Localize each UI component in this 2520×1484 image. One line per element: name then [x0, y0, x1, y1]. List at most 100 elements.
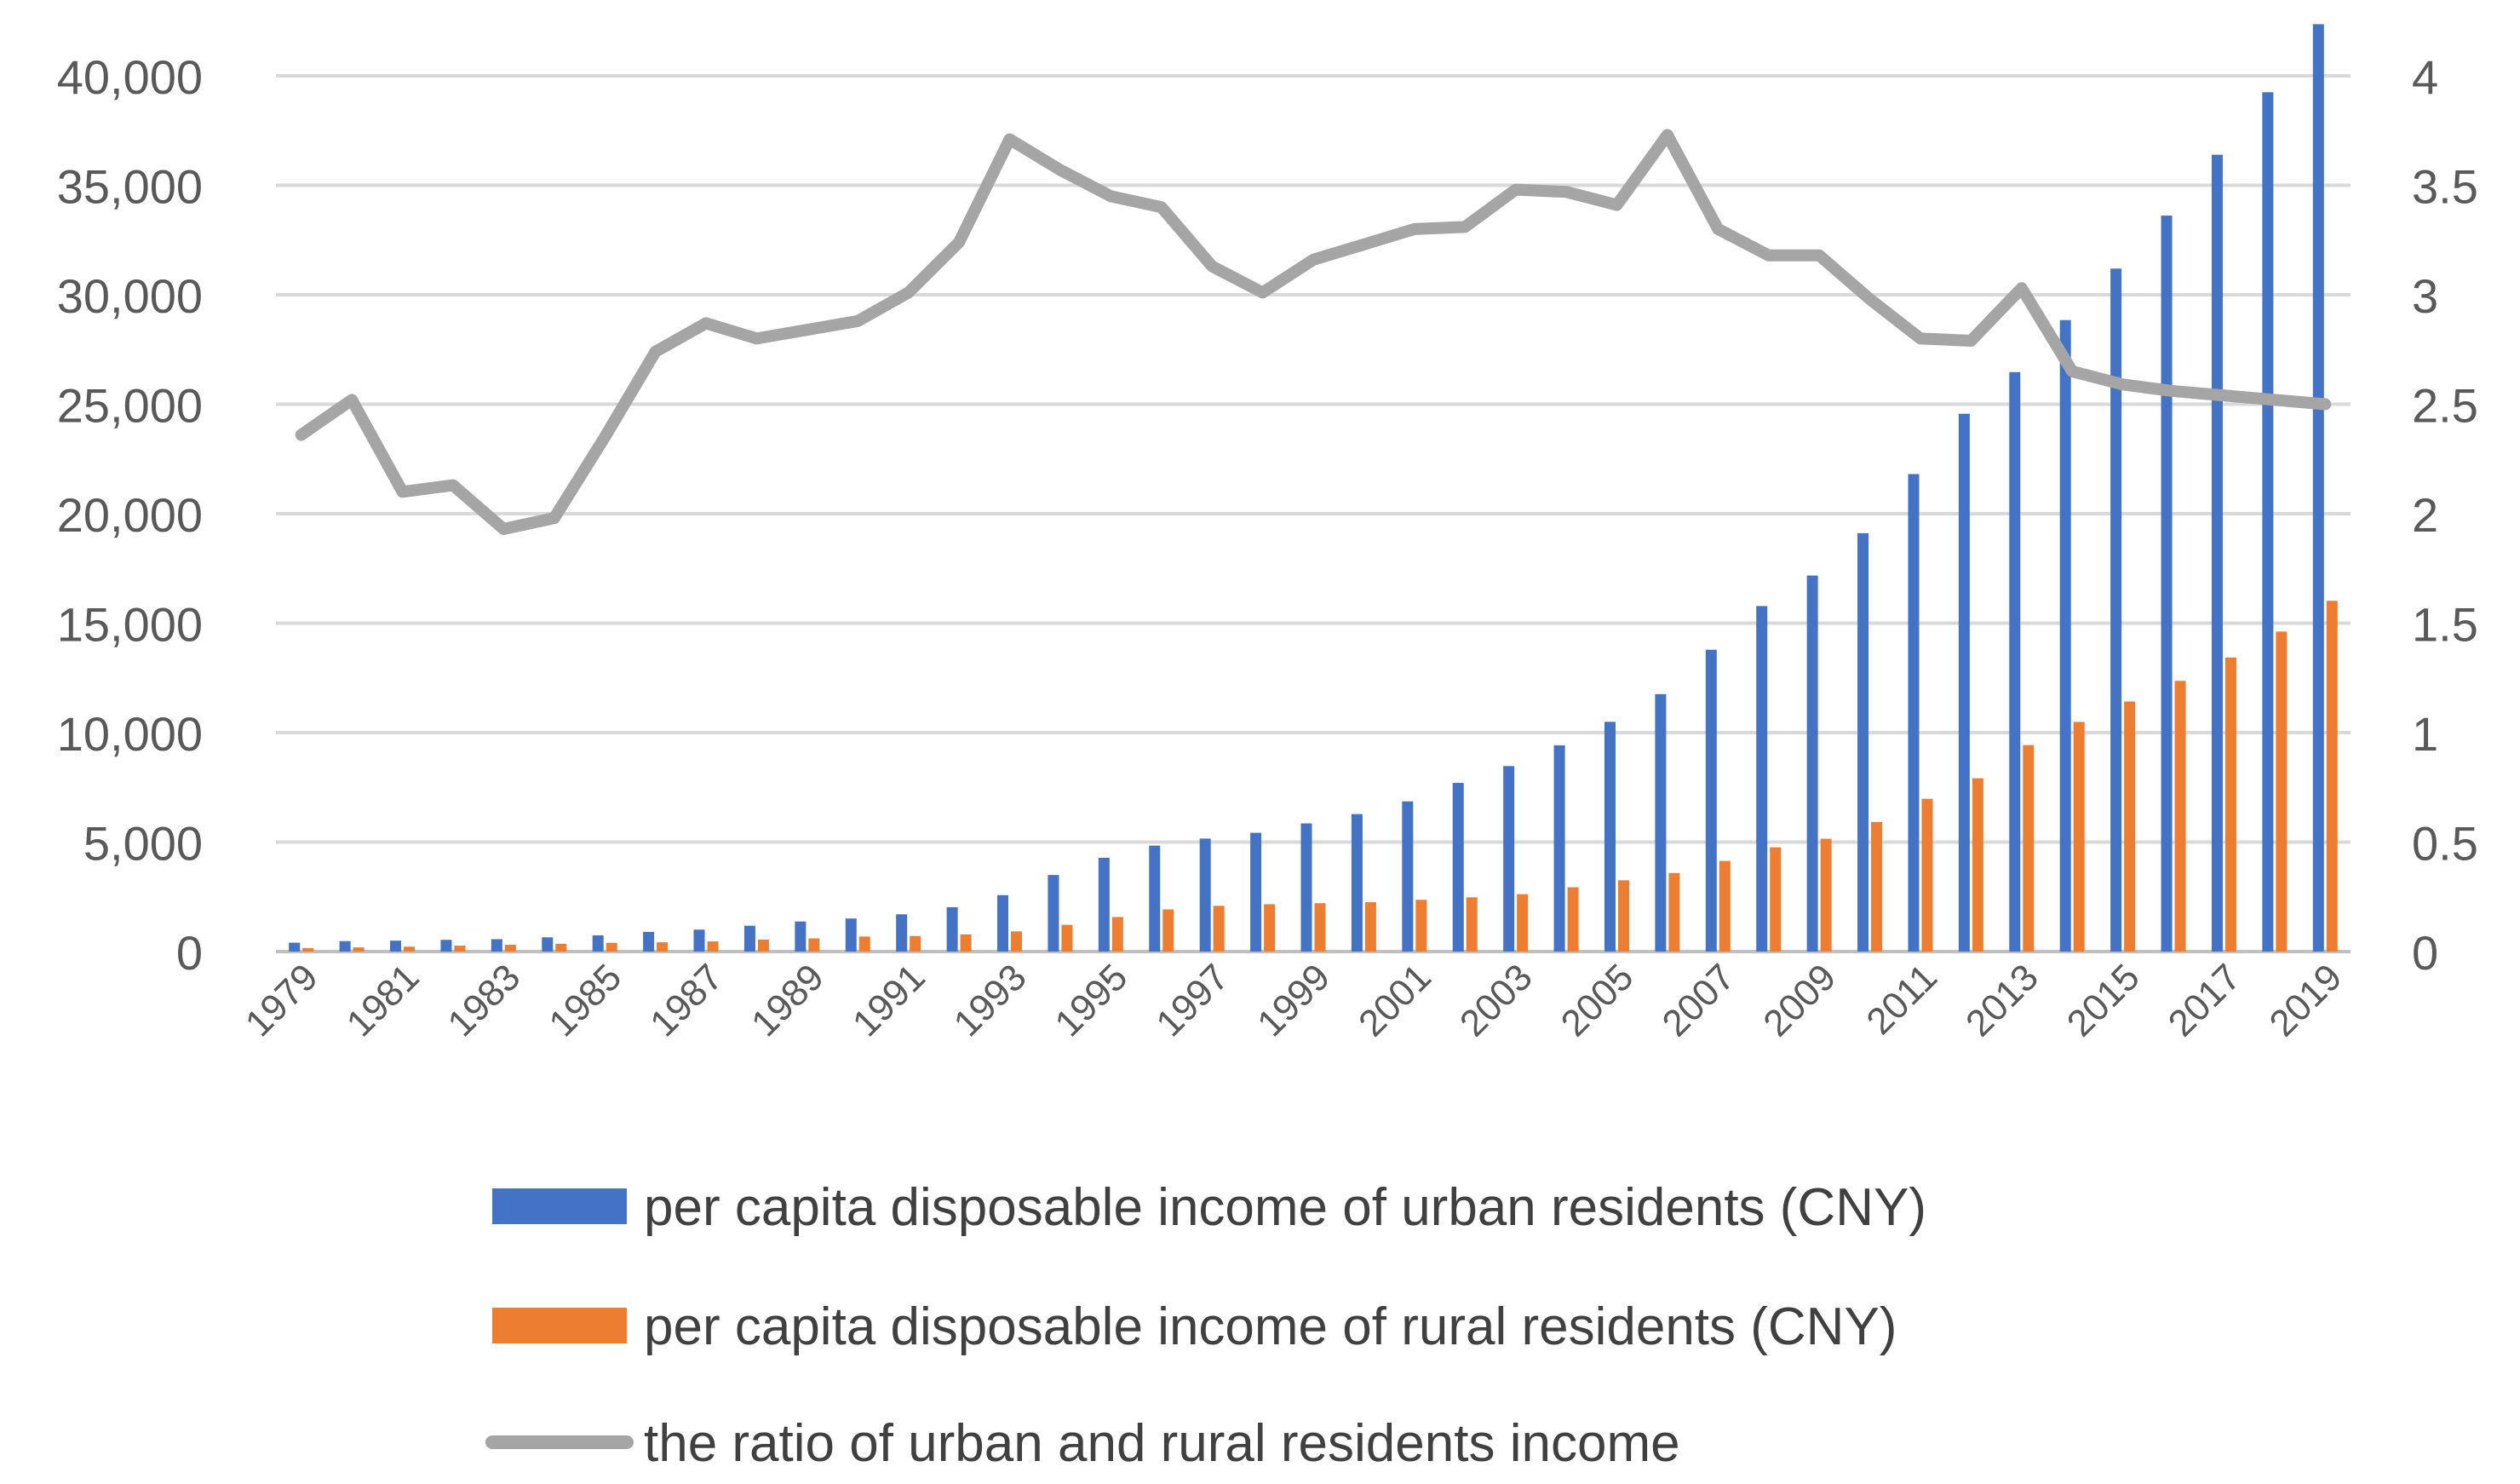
rural-income-bar [1871, 821, 1883, 952]
left-axis-tick-label: 10,000 [57, 707, 203, 761]
x-axis-tick-label: 2009 [1755, 956, 1844, 1044]
rural-income-bar [1770, 847, 1782, 952]
legend-item-income-ratio: the ratio of urban and rural residents i… [485, 1414, 1680, 1473]
rural-income-bar [1617, 880, 1629, 952]
x-axis-tick-label: 1999 [1249, 956, 1338, 1044]
x-axis-tick-label: 2013 [1958, 956, 2046, 1044]
urban-income-bar [339, 940, 351, 952]
rural-income-bar [302, 947, 314, 952]
rural-income-bar [2124, 701, 2136, 952]
rural-income-bar [1364, 902, 1376, 952]
x-axis-tick-label: 2011 [1858, 956, 1945, 1043]
urban-income-bar [643, 931, 655, 952]
urban-income-bar [2110, 268, 2122, 952]
rural-income-bar [2326, 601, 2338, 952]
urban-income-bar [2312, 24, 2324, 952]
rural-income-bar [1668, 872, 1680, 952]
urban-income-bar [1402, 801, 1414, 952]
urban-income-bar [1300, 823, 1312, 952]
rural-income-bar [606, 942, 617, 952]
urban-income-bar [1604, 722, 1616, 952]
urban-income-bar [289, 942, 301, 952]
left-axis-tick-label: 25,000 [57, 379, 203, 433]
urban-income-bar [1756, 606, 1768, 952]
rural-income-bar [404, 946, 416, 952]
urban-income-bar [1503, 766, 1515, 952]
urban-income-bar [845, 918, 857, 952]
x-axis-tick-label: 1981 [339, 956, 428, 1044]
right-axis-tick-labels: 0 0.5 1 1.5 2 2.5 3 3.5 4 [2412, 50, 2478, 980]
x-axis-tick-label: 2007 [1655, 956, 1743, 1044]
rural-income-bar [353, 947, 365, 952]
left-axis-tick-label: 30,000 [57, 269, 203, 323]
urban-income-bar [491, 939, 502, 952]
rural-income-bar [2023, 745, 2035, 952]
left-axis-tick-labels: 0 5,000 10,000 15,000 20,000 25,000 30,000 35,0… [57, 50, 203, 980]
urban-income-bar [1199, 838, 1211, 952]
urban-income-bar [997, 894, 1009, 952]
x-axis-tick-labels: 1979 1981 1983 1985 1987 1989 1991 1993 1995 1997… [238, 956, 2350, 1044]
rural-income-bar [1264, 904, 1276, 952]
x-axis-tick-label: 1993 [946, 956, 1035, 1044]
rural-income-bar [555, 943, 567, 952]
urban-income-bar [2059, 319, 2071, 952]
legend-label: per capita disposable income of urban re… [644, 1178, 1926, 1237]
right-axis-tick-label: 1 [2412, 707, 2438, 761]
urban-income-bar [1705, 649, 1717, 952]
urban-income-bar [390, 940, 402, 952]
legend-item-rural-income: per capita disposable income of rural re… [492, 1297, 1897, 1356]
urban-income-bar [2009, 371, 2021, 952]
rural-income-bar [1820, 838, 1832, 952]
legend-swatch [492, 1308, 627, 1343]
rural-income-bar [2224, 657, 2236, 952]
urban-income-bar [542, 937, 554, 952]
urban-income-bar [1806, 575, 1818, 952]
gridlines [276, 74, 2351, 953]
income-ratio-line [295, 129, 2332, 535]
x-axis-tick-label: 2019 [2261, 956, 2350, 1044]
x-axis-tick-label: 1995 [1048, 956, 1136, 1044]
x-axis-tick-label: 1997 [1148, 956, 1237, 1044]
rural-income-bar [858, 936, 870, 952]
rural-income-bar [910, 935, 921, 952]
x-axis-tick-label: 2017 [2161, 956, 2249, 1044]
legend-item-urban-income: per capita disposable income of urban re… [492, 1178, 1926, 1237]
x-axis-tick-label: 2015 [2059, 956, 2148, 1044]
urban-income-bar [2211, 154, 2223, 952]
urban-income-bar [1655, 693, 1667, 952]
rural-income-bar [1415, 900, 1427, 952]
x-axis-tick-label: 1985 [541, 956, 629, 1044]
right-axis-tick-label: 2 [2412, 488, 2438, 542]
urban-income-bar [2262, 92, 2274, 952]
left-axis-tick-label: 20,000 [57, 488, 203, 542]
rural-income-bar [1972, 778, 1983, 952]
rural-income-bar [808, 938, 820, 952]
urban-income-bar [1908, 474, 1920, 952]
rural-income-bar [2174, 681, 2186, 952]
x-axis-tick-label: 1991 [845, 956, 933, 1044]
left-axis-tick-label: 0 [176, 926, 203, 980]
right-axis-tick-label: 0.5 [2412, 817, 2478, 871]
urban-income-bar [440, 940, 452, 952]
x-axis-tick-label: 2003 [1452, 956, 1541, 1044]
legend: per capita disposable income of urban re… [485, 1178, 1926, 1473]
line-series [295, 129, 2332, 535]
urban-income-bar [1250, 832, 1262, 952]
bar-series [289, 24, 2338, 952]
rural-income-bar [1111, 917, 1123, 952]
rural-income-bar [707, 941, 719, 952]
rural-income-bar [1517, 894, 1529, 952]
rural-income-bar [1921, 798, 1933, 952]
urban-income-bar [795, 921, 807, 952]
left-axis-tick-label: 35,000 [57, 160, 203, 214]
x-axis-tick-label: 2005 [1553, 956, 1642, 1044]
urban-income-bar [1098, 857, 1110, 952]
left-axis-tick-label: 40,000 [57, 50, 203, 104]
x-axis-tick-label: 1989 [743, 956, 832, 1044]
rural-income-bar [960, 934, 972, 952]
rural-income-bar [657, 942, 669, 952]
rural-income-bar [1719, 860, 1731, 952]
right-axis-tick-label: 1.5 [2412, 598, 2478, 652]
urban-income-bar [1149, 845, 1161, 952]
